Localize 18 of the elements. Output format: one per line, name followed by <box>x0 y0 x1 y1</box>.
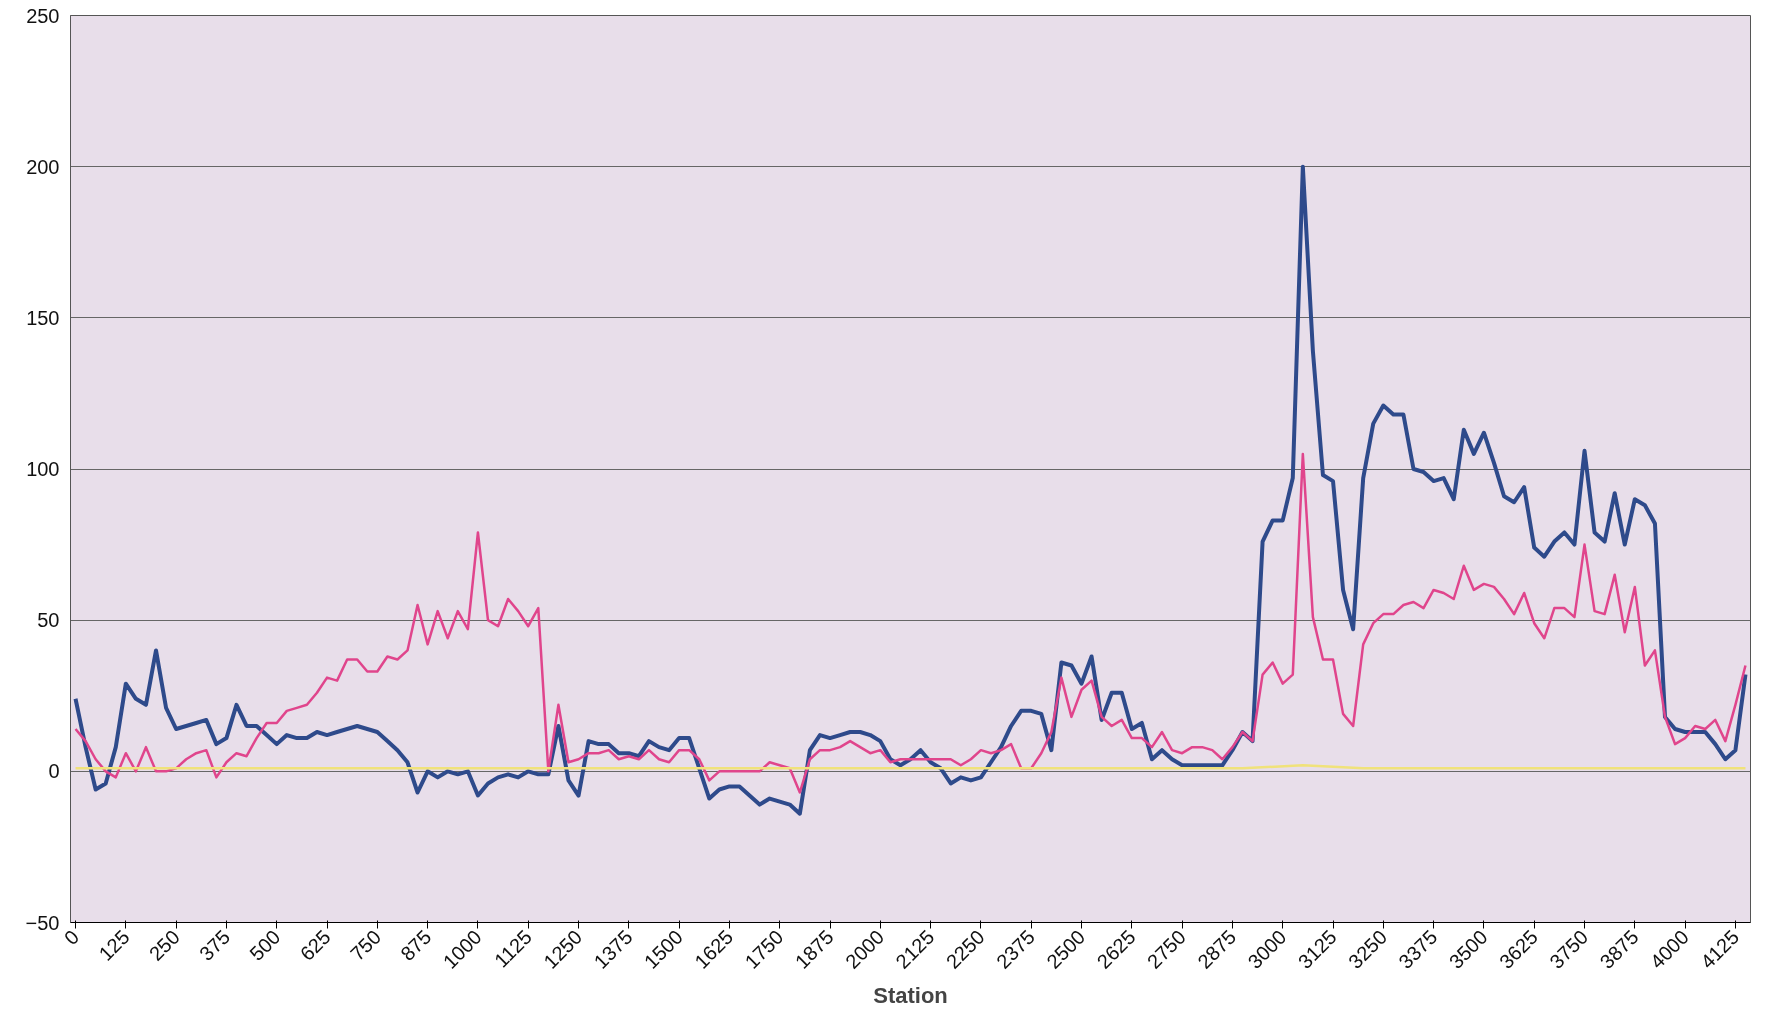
x-tick-label: 875 <box>396 925 436 965</box>
y-tick-label: 150 <box>26 306 60 329</box>
x-tick-label: 750 <box>345 925 386 965</box>
y-tick-label: 250 <box>26 4 60 27</box>
x-tick-label: 125 <box>94 925 134 965</box>
x-tick-label: 0 <box>59 925 84 950</box>
y-tick-label: 0 <box>48 760 60 783</box>
x-tick-label: 625 <box>295 925 335 965</box>
line-series <box>74 452 1747 794</box>
y-tick-label: 100 <box>26 458 60 480</box>
x-tick-label: 500 <box>245 925 285 965</box>
line-series <box>73 164 1748 816</box>
y-tick-label: 50 <box>37 609 60 632</box>
x-axis-title: Station <box>873 982 948 1008</box>
x-tick-label: 250 <box>144 925 184 965</box>
y-tick-label: 200 <box>26 155 60 178</box>
y-tick-label: −50 <box>25 911 60 934</box>
x-tick-label: 375 <box>195 925 235 965</box>
